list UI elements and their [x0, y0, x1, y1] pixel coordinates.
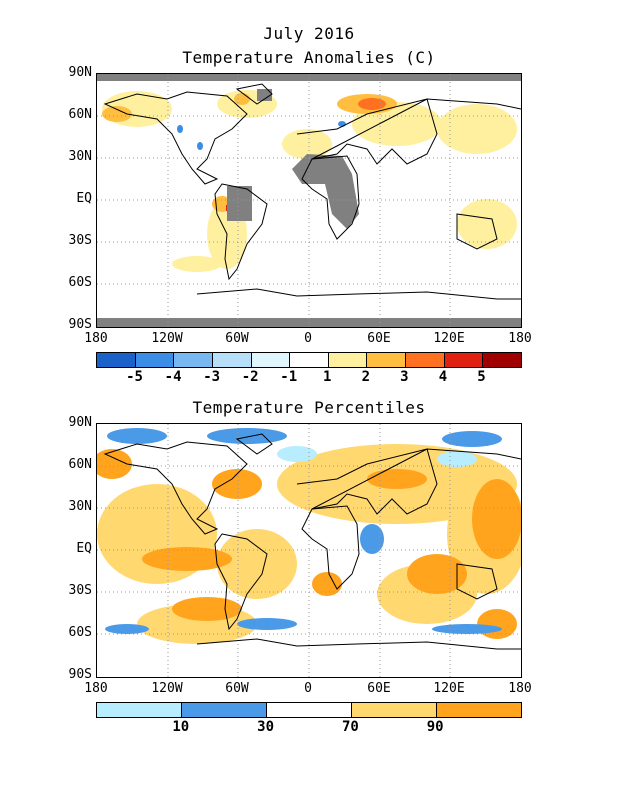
- percentile-lon-label: 60W: [225, 681, 249, 696]
- percentile-lon-label: 120W: [151, 681, 183, 696]
- colorbar-swatch: [444, 353, 484, 367]
- colorbar-swatch: [352, 703, 437, 717]
- colorbar-swatch: [437, 703, 521, 717]
- percentile-lat-label: 90N: [68, 415, 92, 430]
- colorbar-swatch: [182, 703, 267, 717]
- colorbar-label: 30: [257, 719, 275, 735]
- colorbar-label: 4: [438, 369, 448, 385]
- colorbar-label: 1: [323, 369, 332, 385]
- colorbar-label: 70: [341, 719, 359, 735]
- colorbar-swatch: [367, 353, 407, 367]
- percentile-lat-label: 60S: [68, 625, 92, 640]
- colorbar-swatch: [97, 703, 182, 717]
- colorbar-label: -2: [241, 369, 259, 385]
- colorbar-label: -1: [280, 369, 298, 385]
- anomaly-map: [96, 73, 522, 328]
- percentile-lat-label: 90S: [68, 667, 92, 682]
- percentile-lon-label: 0: [304, 681, 312, 696]
- anomaly-colorbar: [96, 352, 522, 368]
- anomaly-lat-label: 30N: [68, 149, 92, 164]
- colorbar-label: 2: [361, 369, 371, 385]
- colorbar-swatch: [135, 353, 175, 367]
- colorbar-label: 10: [172, 719, 190, 735]
- anomaly-lon-label: 180: [508, 331, 532, 346]
- colorbar-label: -4: [164, 369, 182, 385]
- colorbar-swatch: [290, 353, 329, 367]
- anomaly-lon-label: 0: [304, 331, 312, 346]
- percentile-lon-label: 120E: [433, 681, 465, 696]
- colorbar-swatch: [212, 353, 252, 367]
- percentile-lat-label: 30N: [68, 499, 92, 514]
- anomaly-lat-label: 60S: [68, 275, 92, 290]
- percentile-lon-label: 60E: [367, 681, 391, 696]
- percentile-lat-label: EQ: [76, 541, 92, 556]
- anomaly-lon-label: 60W: [225, 331, 249, 346]
- colorbar-swatch: [483, 353, 522, 367]
- anomaly-lon-label: 180: [84, 331, 108, 346]
- anomaly-lat-label: 30S: [68, 233, 92, 248]
- percentile-lat-label: 30S: [68, 583, 92, 598]
- anomaly-lon-label: 60E: [367, 331, 391, 346]
- percentile-lon-label: 180: [508, 681, 532, 696]
- colorbar-label: -3: [203, 369, 221, 385]
- percentile-map-title: Temperature Percentiles: [192, 398, 426, 417]
- anomaly-lon-label: 120E: [433, 331, 465, 346]
- percentile-lon-label: 180: [84, 681, 108, 696]
- percentile-map: [96, 423, 522, 678]
- colorbar-swatch: [251, 353, 291, 367]
- colorbar-label: 3: [400, 369, 409, 385]
- map-date-title: July 2016: [263, 24, 355, 43]
- anomaly-lat-label: 90N: [68, 65, 92, 80]
- percentile-lat-label: 60N: [68, 457, 92, 472]
- colorbar-swatch: [174, 353, 213, 367]
- anomaly-lat-label: 90S: [68, 317, 92, 332]
- colorbar-label: -5: [126, 369, 143, 385]
- anomaly-lat-label: 60N: [68, 107, 92, 122]
- anomaly-lat-label: EQ: [76, 191, 92, 206]
- colorbar-swatch: [267, 703, 352, 717]
- colorbar-label: 90: [426, 719, 444, 735]
- colorbar-swatch: [406, 353, 445, 367]
- colorbar-swatch: [97, 353, 136, 367]
- percentile-colorbar: [96, 702, 522, 718]
- colorbar-label: 5: [477, 369, 486, 385]
- anomaly-map-title: Temperature Anomalies (C): [182, 48, 436, 67]
- anomaly-lon-label: 120W: [151, 331, 183, 346]
- colorbar-swatch: [328, 353, 368, 367]
